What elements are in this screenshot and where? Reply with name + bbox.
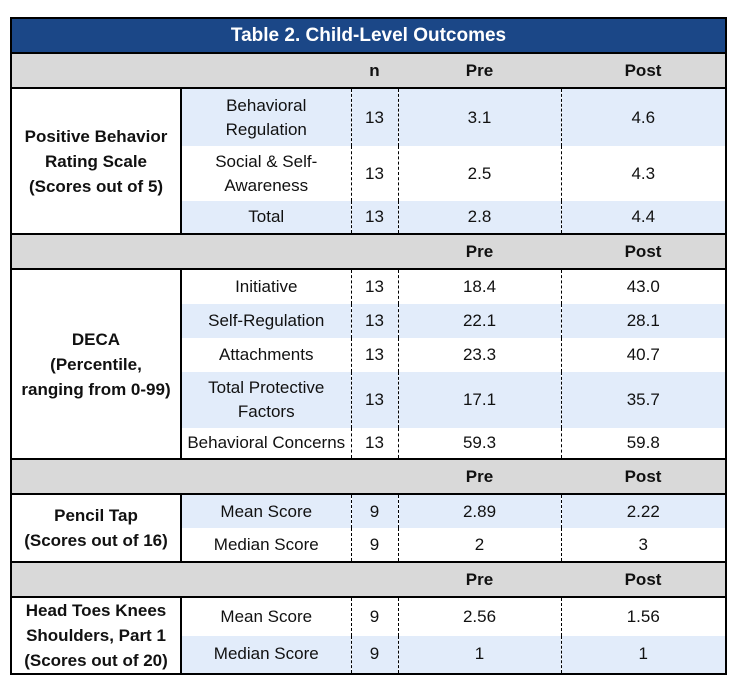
cell-pre: 17.1: [398, 372, 561, 428]
subheader-post: Post: [561, 458, 727, 495]
table-row: Total Protective Factors 13 17.1 35.7: [11, 372, 727, 428]
category-positive-behavior-rating-scale: Positive Behavior Rating Scale (Scores o…: [11, 88, 182, 234]
cell-pre: 2: [398, 528, 561, 562]
cell-pre: 2.8: [398, 201, 561, 234]
category-deca: DECA (Percentile, ranging from 0-99): [11, 269, 182, 459]
cell-label: Social & Self-Awareness: [181, 146, 351, 201]
subheader-row-htks: Pre Post: [11, 561, 727, 598]
cell-label: Mean Score: [181, 494, 351, 528]
cell-label: Behavioral Concerns: [181, 428, 351, 459]
table-row: Positive Behavior Rating Scale (Scores o…: [11, 88, 727, 234]
cell-n: 9: [350, 635, 399, 674]
cell-pre: 2.89: [398, 494, 561, 528]
cell-pre: 3.1: [398, 88, 561, 146]
subheader-pre: Pre: [398, 233, 561, 270]
cell-post: 1.56: [560, 597, 727, 636]
cell-post: 28.1: [560, 304, 727, 338]
subheader-pre: Pre: [398, 458, 561, 495]
cell-label: Total Protective Factors: [181, 372, 351, 428]
header-pre: Pre: [398, 52, 561, 89]
cell-n: 13: [350, 146, 399, 201]
subheader-row-deca: Pre Post: [11, 233, 727, 270]
category-pencil-tap: Pencil Tap (Scores out of 16): [11, 494, 182, 562]
cell-label: Median Score: [181, 635, 351, 674]
cell-pre: 23.3: [398, 338, 561, 372]
table-row: Social & Self-Awareness 13 2.5 4.3: [11, 146, 727, 201]
table-title-row: Table 2. Child-Level Outcomes: [11, 18, 727, 54]
cell-post: 3: [560, 528, 727, 562]
table-row: Total 13 2.8 4.4: [11, 201, 727, 234]
header-spacer-measure: [181, 52, 351, 89]
cell-n: 13: [350, 201, 399, 234]
cell-n: 9: [350, 597, 399, 636]
cell-n: 13: [350, 372, 399, 428]
subheader-pre: Pre: [398, 561, 561, 598]
cell-n: 9: [350, 494, 399, 528]
cell-n: 13: [350, 88, 399, 146]
header-post: Post: [561, 52, 727, 89]
cell-post: 1: [560, 635, 727, 674]
subheader-post: Post: [561, 561, 727, 598]
cell-n: 9: [350, 528, 399, 562]
cell-post: 2.22: [560, 494, 727, 528]
cell-post: 40.7: [560, 338, 727, 372]
cell-post: 4.6: [560, 88, 727, 146]
cell-label: Total: [181, 201, 351, 234]
category-head-toes-knees-shoulders: Head Toes Knees Shoulders, Part 1 (Score…: [11, 597, 182, 674]
cell-post: 35.7: [560, 372, 727, 428]
header-n: n: [351, 52, 398, 89]
table-row: Attachments 13 23.3 40.7: [11, 338, 727, 372]
cell-n: 13: [350, 269, 399, 304]
cell-label: Median Score: [181, 528, 351, 562]
cell-label: Mean Score: [181, 597, 351, 636]
cell-pre: 22.1: [398, 304, 561, 338]
table-title: Table 2. Child-Level Outcomes: [11, 18, 727, 54]
cell-label: Self-Regulation: [181, 304, 351, 338]
cell-label: Behavioral Regulation: [181, 88, 351, 146]
child-level-outcomes-table: Table 2. Child-Level Outcomes n Pre Post…: [10, 17, 728, 675]
cell-post: 43.0: [560, 269, 727, 304]
table-row: Behavioral Concerns 13 59.3 59.8: [11, 428, 727, 459]
cell-post: 59.8: [560, 428, 727, 459]
cell-n: 13: [350, 338, 399, 372]
subheader-row-pencil-tap: Pre Post: [11, 458, 727, 495]
cell-pre: 2.56: [398, 597, 561, 636]
cell-pre: 1: [398, 635, 561, 674]
cell-pre: 2.5: [398, 146, 561, 201]
table-row: DECA (Percentile, ranging from 0-99) Ini…: [11, 269, 727, 459]
subheader-post: Post: [561, 233, 727, 270]
cell-label: Attachments: [181, 338, 351, 372]
table-row: Pencil Tap (Scores out of 16) Mean Score…: [11, 494, 727, 562]
table-row: Median Score 9 2 3: [11, 528, 727, 562]
cell-pre: 18.4: [398, 269, 561, 304]
cell-pre: 59.3: [398, 428, 561, 459]
cell-post: 4.4: [560, 201, 727, 234]
cell-n: 13: [350, 304, 399, 338]
cell-n: 13: [350, 428, 399, 459]
cell-label: Initiative: [181, 269, 351, 304]
header-spacer-category: [11, 52, 181, 89]
table-row: Head Toes Knees Shoulders, Part 1 (Score…: [11, 597, 727, 674]
table-row: Self-Regulation 13 22.1 28.1: [11, 304, 727, 338]
cell-post: 4.3: [560, 146, 727, 201]
column-header-row: n Pre Post: [11, 52, 727, 89]
